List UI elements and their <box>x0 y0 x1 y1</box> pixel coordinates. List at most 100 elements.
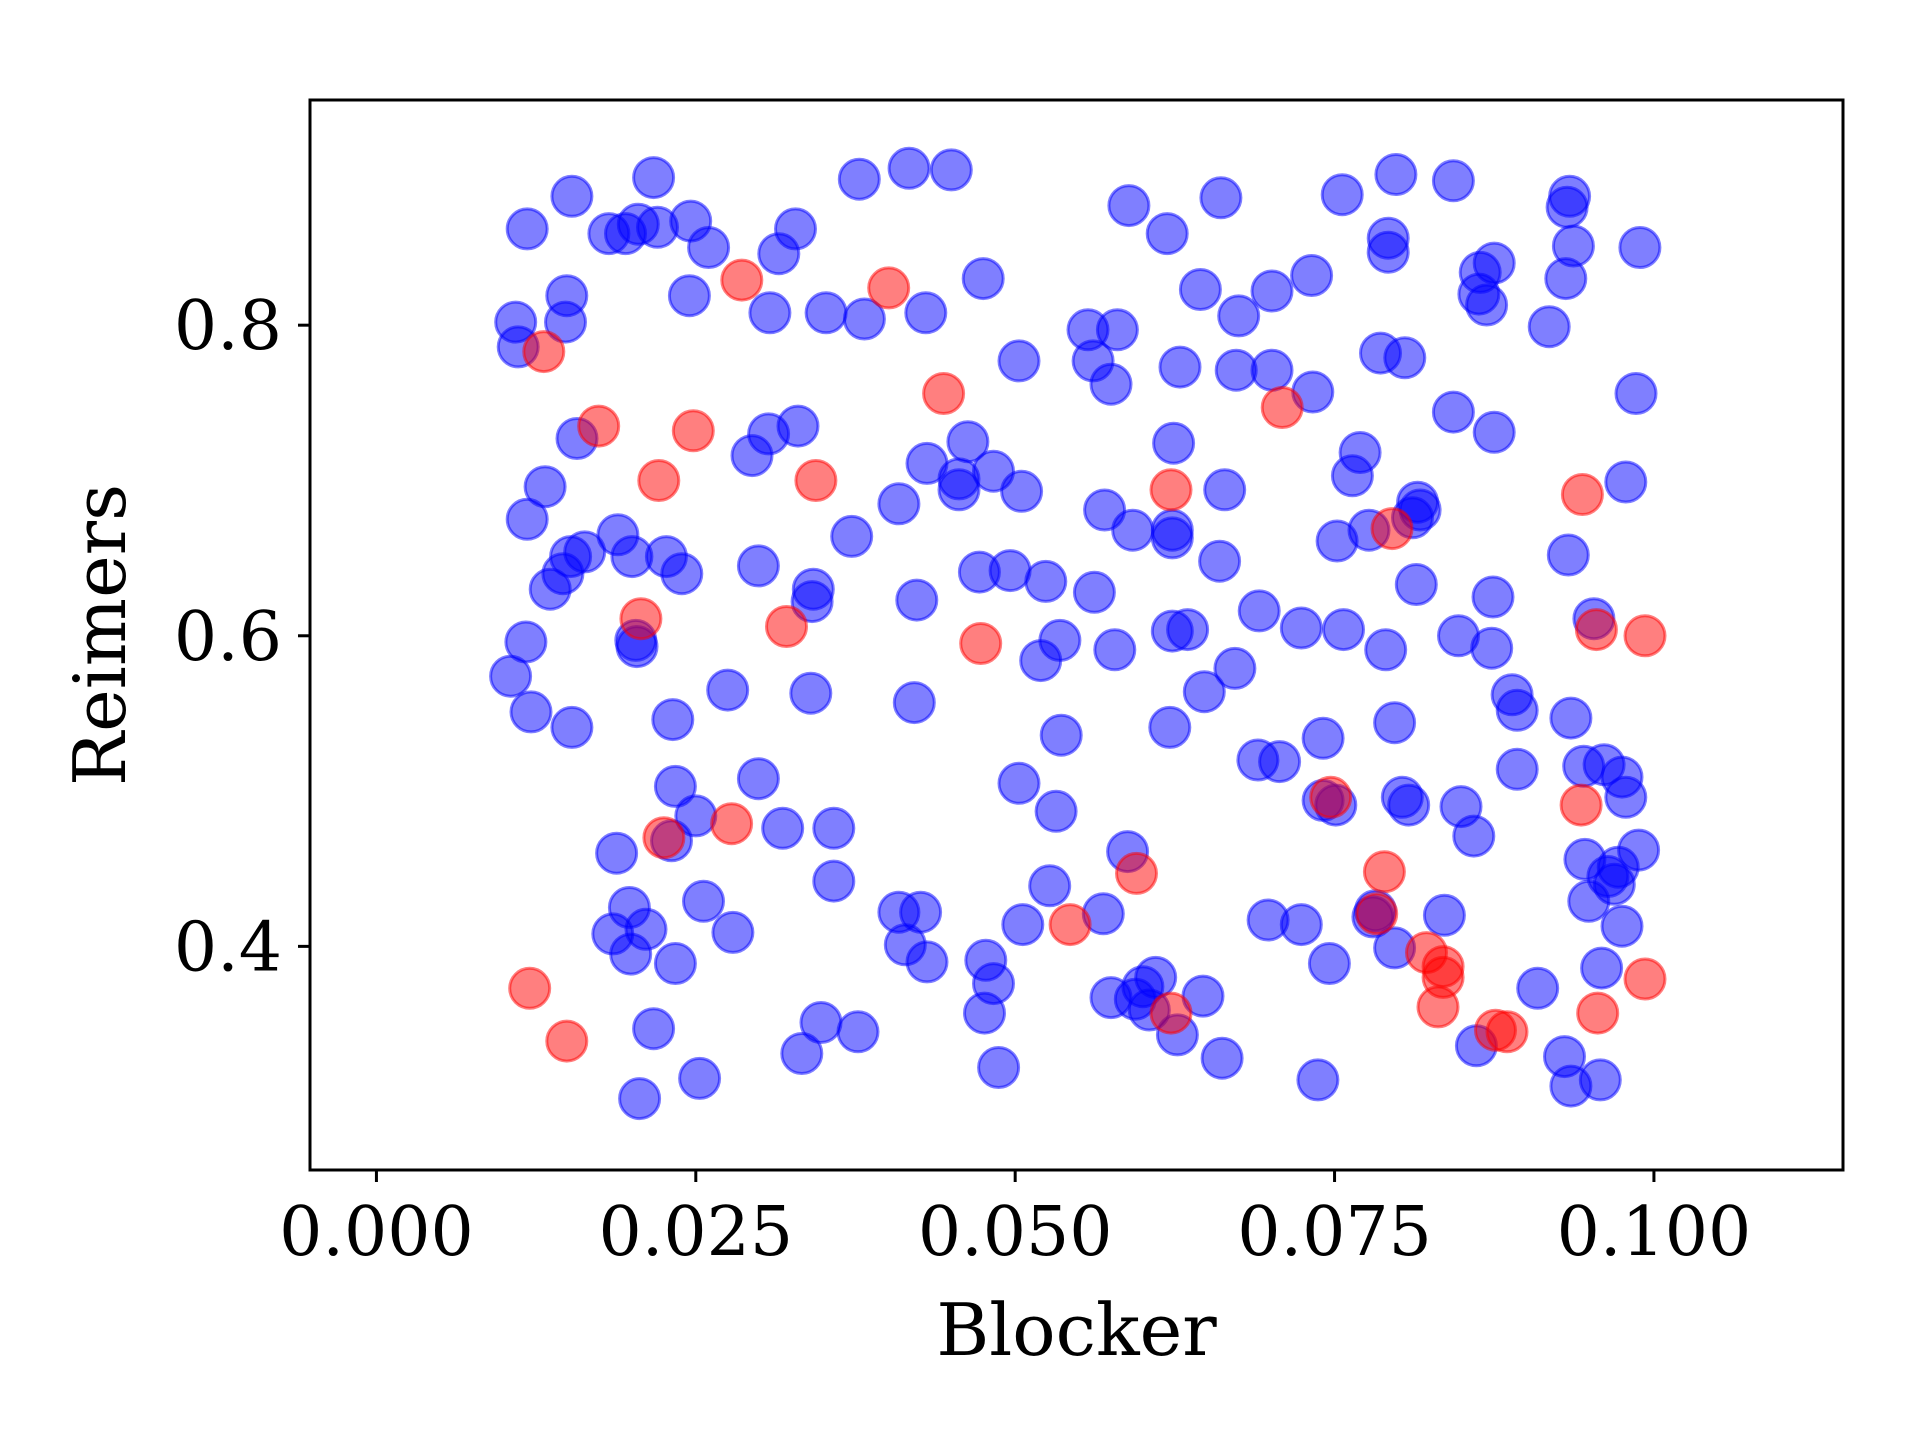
y-axis-label: Reimers <box>58 484 142 786</box>
blue-point <box>1093 628 1137 672</box>
blue-point <box>988 549 1032 593</box>
red-point <box>710 802 754 846</box>
blue-point <box>730 434 774 478</box>
blue-point <box>1527 305 1571 349</box>
blue-point <box>1614 372 1658 415</box>
blue-point <box>997 339 1041 383</box>
blue-point <box>1000 469 1044 513</box>
blue-point <box>1431 390 1475 434</box>
red-point <box>508 966 552 1010</box>
blue-point <box>523 465 567 509</box>
blue-point <box>632 156 676 200</box>
blue-point <box>1330 454 1374 498</box>
blue-point <box>1152 421 1196 465</box>
blue-point <box>1373 701 1417 745</box>
y-tick-label: 0.4 <box>174 908 282 987</box>
blue-point <box>1217 294 1261 338</box>
blue-point <box>1617 828 1661 872</box>
red-point <box>1362 850 1406 894</box>
blue-point <box>1145 212 1189 256</box>
blue-point <box>1214 348 1258 392</box>
blue-point <box>1178 268 1222 311</box>
blue-point <box>963 991 1006 1035</box>
blue-point <box>812 859 856 903</box>
blue-point <box>1095 308 1139 352</box>
blue-point <box>632 1007 676 1051</box>
blue-point <box>1322 608 1365 652</box>
y-axis: 0.4 0.6 0.8 <box>174 287 310 987</box>
blue-point <box>1034 789 1078 833</box>
red-point <box>1149 468 1193 512</box>
blue-point <box>1431 159 1475 203</box>
blue-point <box>1470 626 1514 670</box>
red-point <box>1355 892 1399 936</box>
blue-point <box>1279 903 1323 947</box>
blue-point <box>706 668 750 712</box>
blue-point <box>1203 468 1247 512</box>
blue-point <box>1546 533 1590 577</box>
blue-point <box>1200 1036 1244 1080</box>
blue-point <box>895 578 939 622</box>
blue-point <box>1039 713 1083 757</box>
blue-point <box>544 300 587 344</box>
blue-point <box>1580 946 1624 990</box>
red-point <box>765 605 808 648</box>
blue-point <box>1213 646 1257 690</box>
blue-point <box>887 146 931 190</box>
blue-point <box>651 698 695 742</box>
red-point <box>959 622 1003 665</box>
blue-point <box>780 1032 824 1075</box>
x-tick-label: 0.025 <box>598 1193 793 1272</box>
red-point <box>522 330 566 374</box>
blue-point <box>505 497 549 541</box>
blue-point <box>1315 519 1359 563</box>
blue-point <box>877 482 921 526</box>
blue-point <box>505 207 549 251</box>
blue-point <box>1472 410 1516 454</box>
blue-point <box>748 291 792 335</box>
blue-point <box>1545 185 1589 229</box>
blue-point <box>1549 1064 1593 1108</box>
blue-point <box>678 1056 722 1100</box>
blue-point <box>1107 184 1151 228</box>
blue-point <box>736 757 780 801</box>
blue-point <box>804 291 848 335</box>
blue-point <box>1383 336 1427 380</box>
blue-point <box>1366 230 1410 274</box>
blue-point <box>618 1077 662 1121</box>
red-point <box>637 459 681 502</box>
blue-point <box>1604 775 1648 819</box>
x-tick-label: 0.000 <box>279 1193 474 1272</box>
red-point <box>1576 991 1620 1035</box>
blue-point <box>1301 716 1345 760</box>
y-tick-label: 0.6 <box>174 598 282 677</box>
red-point <box>642 816 686 860</box>
blue-point <box>667 274 711 318</box>
blue-point <box>1279 606 1323 650</box>
blue-point <box>1471 575 1515 619</box>
red-point <box>1149 991 1193 1035</box>
blue-point <box>1028 864 1072 908</box>
blue-point <box>1618 226 1662 269</box>
points-layer <box>489 146 1667 1121</box>
blue-point <box>836 1010 880 1054</box>
blue-point <box>790 580 834 624</box>
x-axis-label: Blocker <box>936 1288 1217 1372</box>
red-point <box>1623 614 1667 658</box>
red-point <box>1048 903 1092 947</box>
blue-point <box>1148 705 1192 749</box>
red-point <box>922 372 966 415</box>
blue-point <box>904 291 948 335</box>
blue-point <box>509 690 553 734</box>
blue-point <box>1198 539 1242 583</box>
blue-point <box>1374 153 1418 196</box>
blue-point <box>609 932 653 976</box>
blue-point <box>489 654 533 698</box>
blue-point <box>1516 966 1560 1010</box>
blue-point <box>961 257 1005 301</box>
blue-point <box>1250 269 1294 313</box>
blue-point <box>1544 257 1588 301</box>
red-point <box>1260 386 1304 429</box>
